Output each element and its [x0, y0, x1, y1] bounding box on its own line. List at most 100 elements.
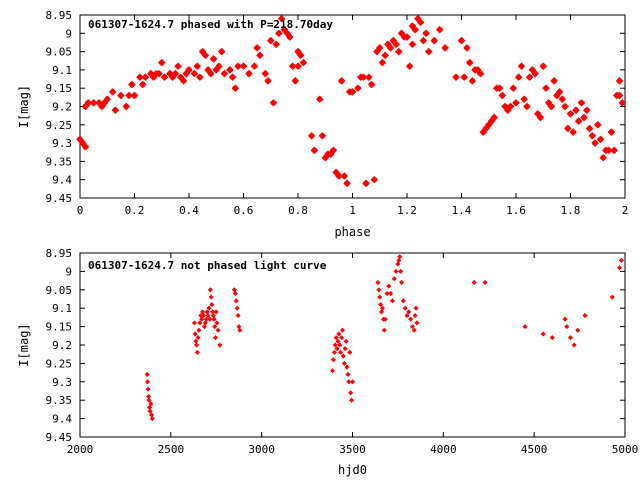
plot-title: 061307-1624.7 phased with P=218.70day [88, 18, 333, 31]
data-point [425, 47, 433, 56]
data-point [406, 309, 412, 315]
data-point [236, 324, 242, 330]
data-point [213, 309, 219, 315]
data-point [190, 69, 199, 78]
data-point [399, 279, 405, 285]
data-point [384, 290, 390, 297]
data-point [593, 121, 602, 129]
data-point [416, 18, 425, 27]
data-point [498, 91, 507, 100]
data-point [205, 313, 211, 319]
x-tick-label: 4000 [430, 443, 457, 456]
data-point [397, 254, 403, 260]
y-tick-label: 9.45 [46, 192, 73, 205]
data-point [340, 353, 346, 359]
phased-light-curve-plot: 0 0.2 0.4 0.6 0.8 1 1.2 1.4 1.6 1.8 2 8.95 9 9.05 9.1 9… [17, 9, 628, 239]
data-point [149, 416, 155, 422]
data-point [607, 128, 616, 136]
data-point [392, 40, 400, 49]
data-point [171, 69, 180, 78]
data-point [482, 279, 488, 285]
data-point [402, 305, 408, 311]
data-point [231, 84, 240, 92]
data-point [414, 320, 420, 326]
data-point [299, 58, 308, 67]
data-point [376, 44, 384, 52]
data-point [145, 379, 151, 385]
y-tick-label: 9.25 [46, 357, 73, 370]
y-tick-label: 9.1 [52, 64, 72, 77]
data-point [203, 316, 209, 322]
x-tick-label: 2 [622, 204, 629, 217]
data-point [381, 327, 387, 333]
data-point [388, 290, 394, 297]
y-tick-label: 9.3 [52, 137, 72, 150]
data-point [197, 320, 203, 326]
data-point [344, 364, 350, 370]
data-point [411, 327, 417, 333]
data-point [490, 113, 498, 122]
data-point [286, 33, 294, 41]
data-point [231, 287, 237, 293]
data-point [379, 309, 385, 315]
data-point [422, 29, 430, 38]
data-point [307, 132, 316, 140]
x-tick-label: 0.6 [234, 204, 254, 217]
data-point [389, 298, 395, 304]
data-point [585, 124, 594, 133]
data-point [555, 88, 564, 96]
data-point [396, 257, 402, 263]
data-point [235, 313, 241, 319]
data-point [525, 73, 534, 81]
data-point [146, 397, 152, 403]
data-point [335, 172, 343, 180]
data-point [539, 62, 548, 70]
data-point [122, 102, 131, 111]
y-tick-label: 8.95 [46, 247, 73, 260]
data-point [386, 44, 395, 52]
data-point [408, 316, 414, 322]
data-point [185, 66, 193, 74]
data-point [147, 408, 153, 414]
data-point [272, 40, 280, 49]
x-tick-label: 0 [77, 204, 84, 217]
y-axis-title: I[mag] [17, 323, 31, 366]
data-point [536, 113, 545, 122]
data-point [522, 324, 528, 330]
data-point [354, 84, 362, 92]
data-point [362, 179, 370, 188]
x-tick-label: 3500 [339, 443, 366, 456]
data-point [349, 397, 355, 403]
data-point [617, 265, 623, 271]
data-point [155, 69, 163, 78]
data-point [277, 14, 286, 23]
x-tick-label: 1.8 [561, 204, 581, 217]
data-point [201, 51, 210, 60]
data-point [194, 349, 200, 355]
data-point [256, 51, 264, 60]
data-point [158, 58, 166, 67]
data-point [550, 77, 558, 85]
data-point [220, 69, 229, 78]
y-tick-label: 9.4 [52, 413, 72, 426]
data-point [294, 62, 302, 70]
data-point [580, 113, 588, 122]
data-point [460, 73, 468, 81]
data-point [174, 62, 182, 70]
y-tick-label: 8.95 [46, 9, 73, 22]
data-point [103, 95, 112, 103]
data-point [571, 342, 577, 348]
data-point [564, 324, 570, 330]
data-point [577, 99, 586, 107]
x-tick-label: 1.4 [452, 204, 472, 217]
data-point [204, 309, 210, 315]
data-point [517, 62, 526, 70]
data-point [569, 128, 577, 136]
data-point [367, 80, 376, 89]
data-point [193, 338, 199, 344]
data-point [378, 301, 384, 308]
data-point [196, 73, 204, 81]
data-point [193, 62, 201, 70]
x-tick-label: 0.4 [179, 204, 199, 217]
data-point [382, 316, 388, 322]
